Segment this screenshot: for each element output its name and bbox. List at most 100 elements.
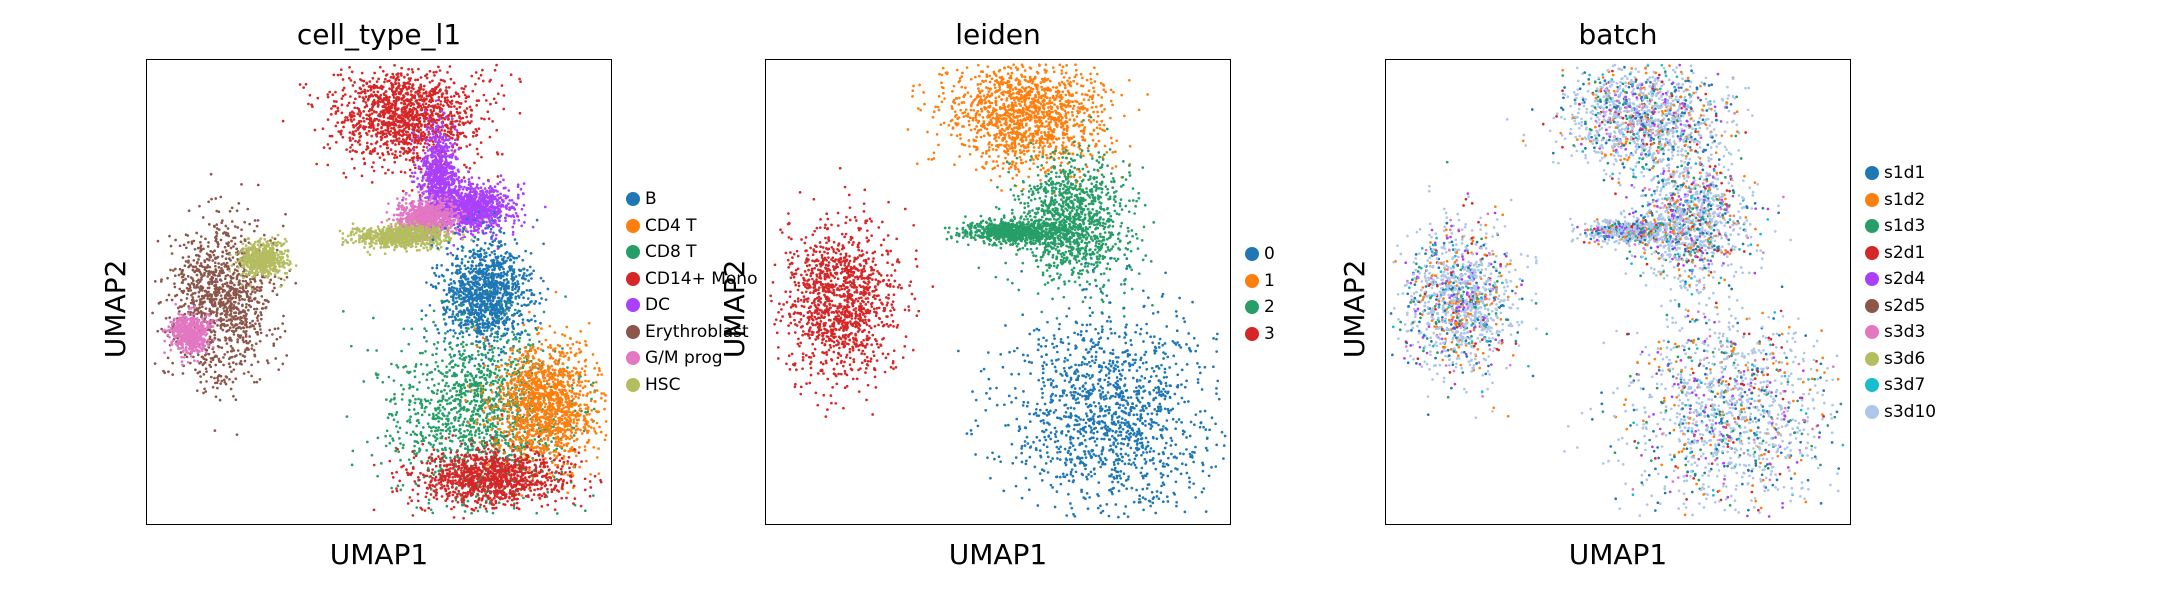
data-point [411,112,414,116]
panel-cell-type: cell_type_l1 UMAP1 UMAP2 B CD4 T CD8 T CD14… [0,0,757,600]
data-point [342,86,346,90]
data-point [387,168,390,172]
data-point [461,90,465,94]
data-point [381,165,384,169]
data-point [307,102,310,106]
data-point [347,76,351,80]
data-point [321,127,325,131]
data-point [412,133,415,137]
data-point [400,101,403,105]
data-point [356,140,360,144]
data-point [326,163,330,167]
data-point [362,110,366,113]
data-point [421,149,425,152]
data-point [369,152,373,155]
data-point [427,94,430,98]
data-point [403,75,406,79]
data-point [360,174,364,178]
data-point [412,106,416,110]
data-point [470,113,473,117]
data-point [379,100,382,104]
data-point [421,112,425,116]
data-point [437,95,441,99]
data-point [469,108,473,112]
data-point [350,143,354,147]
data-point [386,150,390,154]
data-point [354,139,357,143]
data-point [419,142,422,145]
data-point [394,150,397,153]
data-point [402,152,405,155]
data-point [337,130,341,133]
data-point [349,95,352,98]
data-point [388,95,391,99]
data-point [441,104,445,107]
data-point [345,148,348,151]
data-point [331,93,335,97]
data-point [385,134,389,138]
data-point [405,137,408,141]
data-point [431,90,435,93]
data-point [480,155,483,159]
data-point [465,107,469,110]
data-point [375,117,379,121]
data-point [391,171,394,174]
data-point [350,115,354,119]
data-point [348,136,352,140]
data-point [482,93,486,97]
data-point [372,161,375,164]
data-point [369,84,372,88]
data-point [394,135,397,139]
data-point [397,78,401,82]
data-point [489,78,492,82]
data-point [362,157,366,161]
data-point [370,165,374,169]
data-point [422,114,426,118]
data-point [339,132,343,136]
data-point [386,140,389,143]
data-point [402,133,406,136]
data-point [369,87,373,91]
data-point [423,119,426,123]
data-point [479,141,483,144]
data-point [332,99,336,103]
data-point [383,102,387,106]
data-point [452,133,455,137]
data-point [399,170,403,174]
data-point [428,114,431,118]
data-point [446,99,450,102]
data-point [408,79,412,82]
data-point [431,114,434,117]
data-point [413,166,417,170]
data-point [435,121,438,125]
data-point [489,102,492,106]
data-point [376,122,380,126]
data-point [491,119,494,123]
data-point [452,114,456,118]
data-point [388,87,391,91]
data-point [371,76,375,80]
data-point [417,103,421,107]
data-point [475,104,479,107]
data-point [481,68,484,72]
data-point [384,132,388,136]
data-point [342,125,345,129]
data-point [339,73,343,77]
data-point [388,124,391,127]
data-point [358,114,362,117]
data-point [413,141,417,144]
data-point [409,104,413,108]
data-point [425,76,429,80]
data-point [346,118,350,122]
plot-area [146,59,612,525]
data-point [340,111,344,115]
data-point [376,100,380,103]
data-point [341,78,345,81]
data-point [342,120,346,124]
data-point [384,77,387,81]
data-point [366,146,370,150]
data-point [412,145,416,149]
data-point [376,86,379,89]
data-point [352,114,356,118]
data-point [466,120,470,124]
